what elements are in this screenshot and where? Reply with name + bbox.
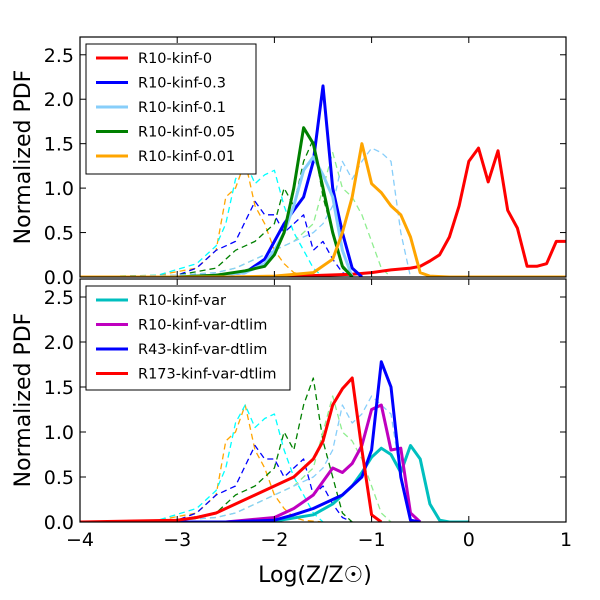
legend-label: R10-kinf-var-dtlim: [138, 318, 267, 334]
y-axis-title: Normalized PDF: [11, 70, 36, 245]
legend-label: R10-kinf-0.01: [138, 149, 235, 165]
y-tick-label: 2.5: [44, 45, 74, 67]
series-line-R10-kinf-0.05: [80, 126, 354, 277]
axes-frame: [79, 36, 567, 278]
series-line-R10-kinf-var-dtlim: [80, 403, 422, 522]
x-tick-label: −4: [66, 529, 94, 551]
y-tick-label: 0.0: [44, 512, 74, 534]
bottom-panel: 0.0 0.5 1.0 1.5 2.0 2.5 −4 −3 −2 −1 0 1 Normalized P…: [11, 278, 572, 551]
y-tick-label: 1.5: [44, 134, 74, 156]
x-axis-title: Log(Z/Z☉): [258, 563, 372, 588]
series-line-dashed-7: [80, 200, 353, 277]
plot-area: [80, 360, 469, 522]
y-tick-label: 2.0: [44, 332, 74, 354]
series-line-dashed-9: [80, 151, 392, 277]
y-tick-label: 1.0: [44, 422, 74, 444]
legend-label: R10-kinf-var: [138, 293, 226, 309]
series-line-dashed-6: [80, 160, 324, 277]
legend-label: R10-kinf-0.05: [138, 125, 235, 141]
y-tick-label: 1.0: [44, 178, 74, 200]
series-line-dashed-7: [80, 377, 353, 522]
y-tick-label: 1.5: [44, 377, 74, 399]
series-line-R173-kinf-var-dtlim: [80, 376, 383, 522]
series-line-dashed-6: [80, 444, 353, 522]
legend-label: R10-kinf-0: [138, 51, 212, 67]
y-tick-label: 2.0: [44, 89, 74, 111]
legend: R10-kinf-0 R10-kinf-0.3 R10-kinf-0.1 R10-ki…: [85, 43, 257, 175]
x-tick-label: 0: [463, 529, 475, 551]
y-tick-label: 0.5: [44, 467, 74, 489]
series-line-R10-kinf-0.1: [80, 155, 354, 277]
series-line-dashed-8: [80, 138, 353, 277]
series-line-dashed-5: [80, 404, 324, 522]
series-line-dashed-4: [80, 404, 324, 522]
y-tick-label: 0.5: [44, 223, 74, 245]
series-line-R10-kinf-0: [80, 146, 566, 277]
legend-label: R10-kinf-0.3: [138, 76, 226, 92]
series-line-dashed-9: [80, 395, 412, 522]
legend-box: [85, 43, 257, 175]
y-axis-title: Normalized PDF: [11, 313, 36, 488]
x-tick-label: −2: [260, 529, 288, 551]
x-tick-label: −1: [358, 529, 386, 551]
y-tick-label: 2.5: [44, 287, 74, 309]
x-tick-label: 1: [560, 529, 572, 551]
series-line-R43-kinf-var-dtlim: [80, 360, 421, 522]
legend: R10-kinf-var R10-kinf-var-dtlim R43-kinf-v…: [85, 285, 291, 391]
y-tick-label: 0.0: [44, 267, 74, 289]
top-panel: 0.0 0.5 1.0 1.5 2.0 2.5 Normalized PDF R10-kinf…: [11, 36, 567, 289]
legend-label: R10-kinf-0.1: [138, 100, 226, 116]
x-tick-label: −3: [163, 529, 191, 551]
legend-label: R173-kinf-var-dtlim: [138, 367, 277, 383]
axes-frame: [79, 278, 567, 523]
legend-label: R43-kinf-var-dtlim: [138, 342, 267, 358]
